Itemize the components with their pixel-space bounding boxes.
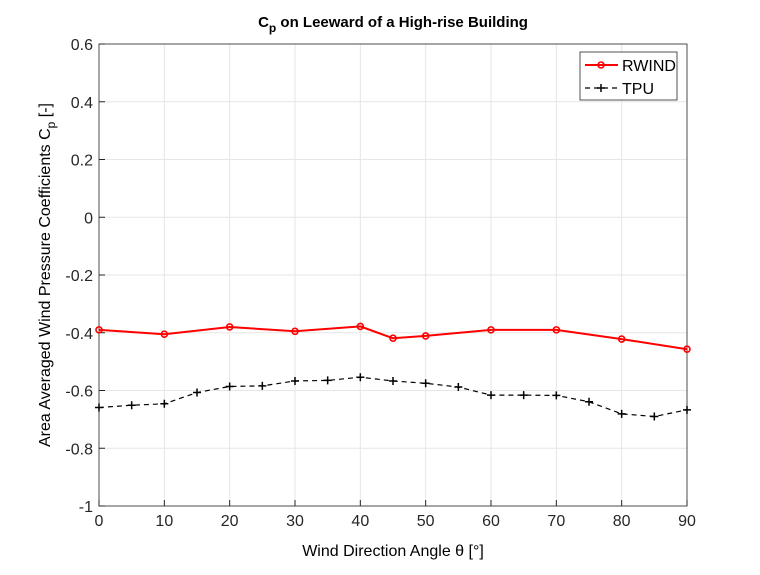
x-tick-label: 0 <box>95 513 104 530</box>
y-tick-label: 0.2 <box>71 153 93 170</box>
chart-title: Cp on Leeward of a High-rise Building <box>258 14 528 35</box>
x-tick-label: 20 <box>221 513 239 530</box>
data-point-tpu <box>519 391 528 400</box>
data-point-tpu <box>323 376 332 385</box>
data-point-tpu <box>585 397 593 406</box>
y-tick-label: 0.4 <box>71 95 93 112</box>
x-tick-label: 30 <box>286 513 304 530</box>
x-tick-label: 10 <box>155 513 173 530</box>
axes: 0 10 20 30 40 50 60 70 80 90 -1 -0.8 -0.6 -0.4 -0.2 0 0.… <box>65 37 696 530</box>
x-tick-label: 90 <box>678 513 696 530</box>
data-point-tpu <box>258 381 267 390</box>
data-point-tpu <box>650 412 659 421</box>
data-point-tpu <box>356 373 365 382</box>
data-point-rwind <box>160 330 169 338</box>
data-point-tpu <box>225 382 234 391</box>
data-point-tpu <box>421 379 430 388</box>
y-tick-label: -1 <box>79 499 93 516</box>
data-point-tpu <box>160 399 169 408</box>
data-point-rwind <box>356 322 365 331</box>
data-point-rwind <box>225 323 234 331</box>
legend-marker-tpu <box>597 84 605 92</box>
x-tick-label: 60 <box>482 513 500 530</box>
grid <box>98 43 688 507</box>
x-tick-label: 40 <box>351 513 369 530</box>
legend-label-rwind: RWIND <box>622 58 676 75</box>
data-point-rwind <box>487 326 495 334</box>
data-point-rwind <box>389 334 397 343</box>
legend-marker-rwind <box>597 61 605 69</box>
data-point-tpu <box>454 383 463 392</box>
x-axis-label: Wind Direction Angle θ [°] <box>302 543 484 560</box>
y-axis-label: Area Averaged Wind Pressure Coefficients… <box>37 103 58 447</box>
data-point-rwind <box>552 326 561 334</box>
series-layer <box>95 322 691 421</box>
data-point-tpu <box>552 391 561 400</box>
data-point-rwind <box>291 327 299 336</box>
data-point-tpu <box>617 409 626 418</box>
data-point-rwind <box>683 345 691 354</box>
x-tick-label: 80 <box>613 513 631 530</box>
legend: RWIND TPU <box>579 51 678 101</box>
series-line-rwind <box>98 325 688 351</box>
legend-label-tpu: TPU <box>622 81 654 98</box>
data-point-tpu <box>389 376 397 385</box>
data-point-rwind <box>617 335 626 343</box>
data-point-tpu <box>291 376 299 385</box>
y-tick-label: -0.6 <box>65 384 93 401</box>
y-tick-label: -0.4 <box>65 326 93 343</box>
data-point-tpu <box>683 405 691 414</box>
data-point-tpu <box>193 388 201 397</box>
data-point-rwind <box>95 326 103 334</box>
y-tick-label: 0.6 <box>71 37 93 54</box>
y-tick-label: 0 <box>84 210 93 227</box>
data-point-tpu <box>487 391 495 400</box>
y-tick-label: -0.2 <box>65 268 93 285</box>
y-tick-label: -0.8 <box>65 441 93 458</box>
data-point-rwind <box>421 332 430 340</box>
x-tick-label: 70 <box>547 513 565 530</box>
x-tick-label: 50 <box>417 513 435 530</box>
data-point-tpu <box>95 403 103 412</box>
data-point-tpu <box>127 401 136 410</box>
